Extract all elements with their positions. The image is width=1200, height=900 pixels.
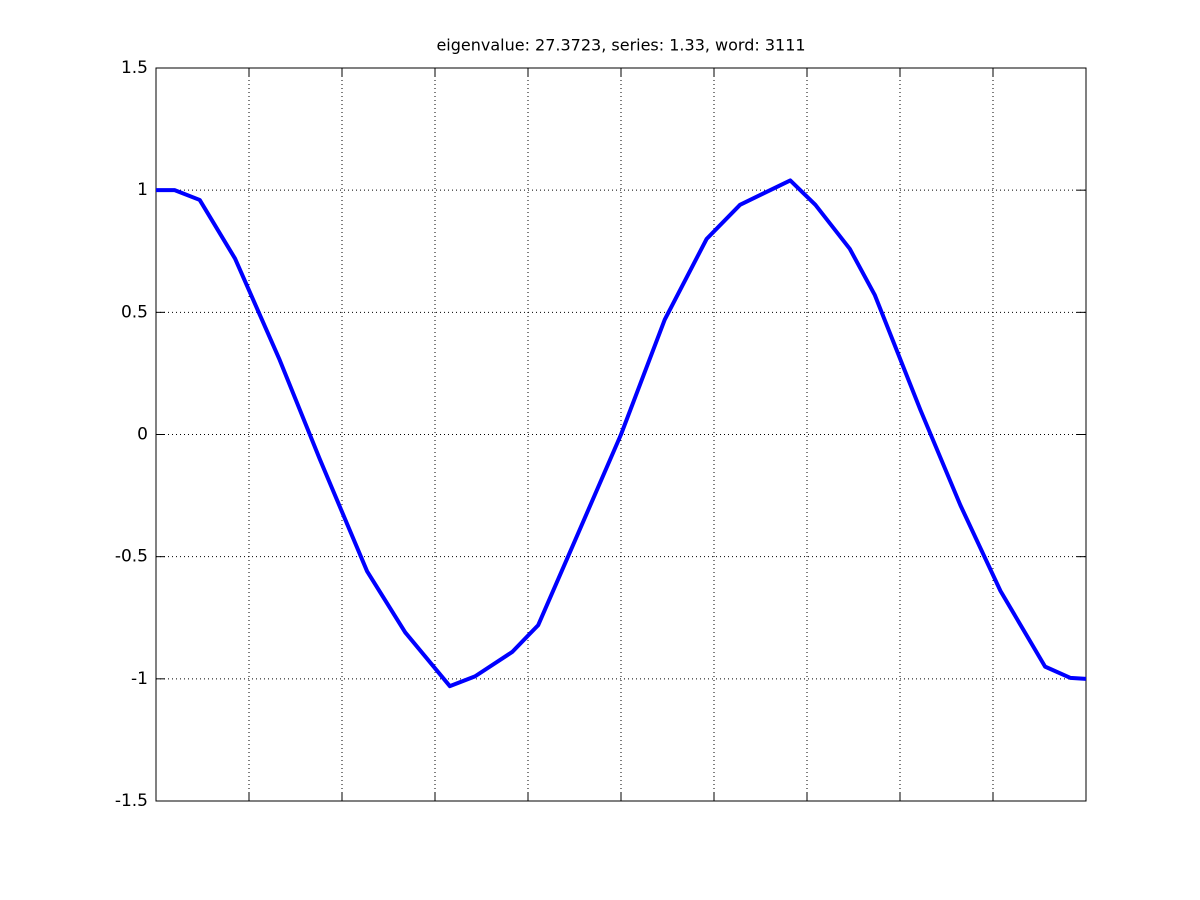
y-tick-label: 1 (137, 180, 148, 200)
y-tick-label: 0.5 (121, 302, 148, 322)
plot-frame (155, 67, 1087, 802)
data-line (156, 178, 1087, 689)
chart-title: eigenvalue: 27.3723, series: 1.33, word:… (436, 36, 805, 55)
y-tick-label: 0 (137, 425, 148, 445)
y-tick-label: 1.5 (121, 58, 148, 78)
y-tick-label: -1.5 (115, 791, 148, 811)
y-tick-label: -0.5 (115, 547, 148, 567)
y-tick-label: -1 (131, 669, 148, 689)
